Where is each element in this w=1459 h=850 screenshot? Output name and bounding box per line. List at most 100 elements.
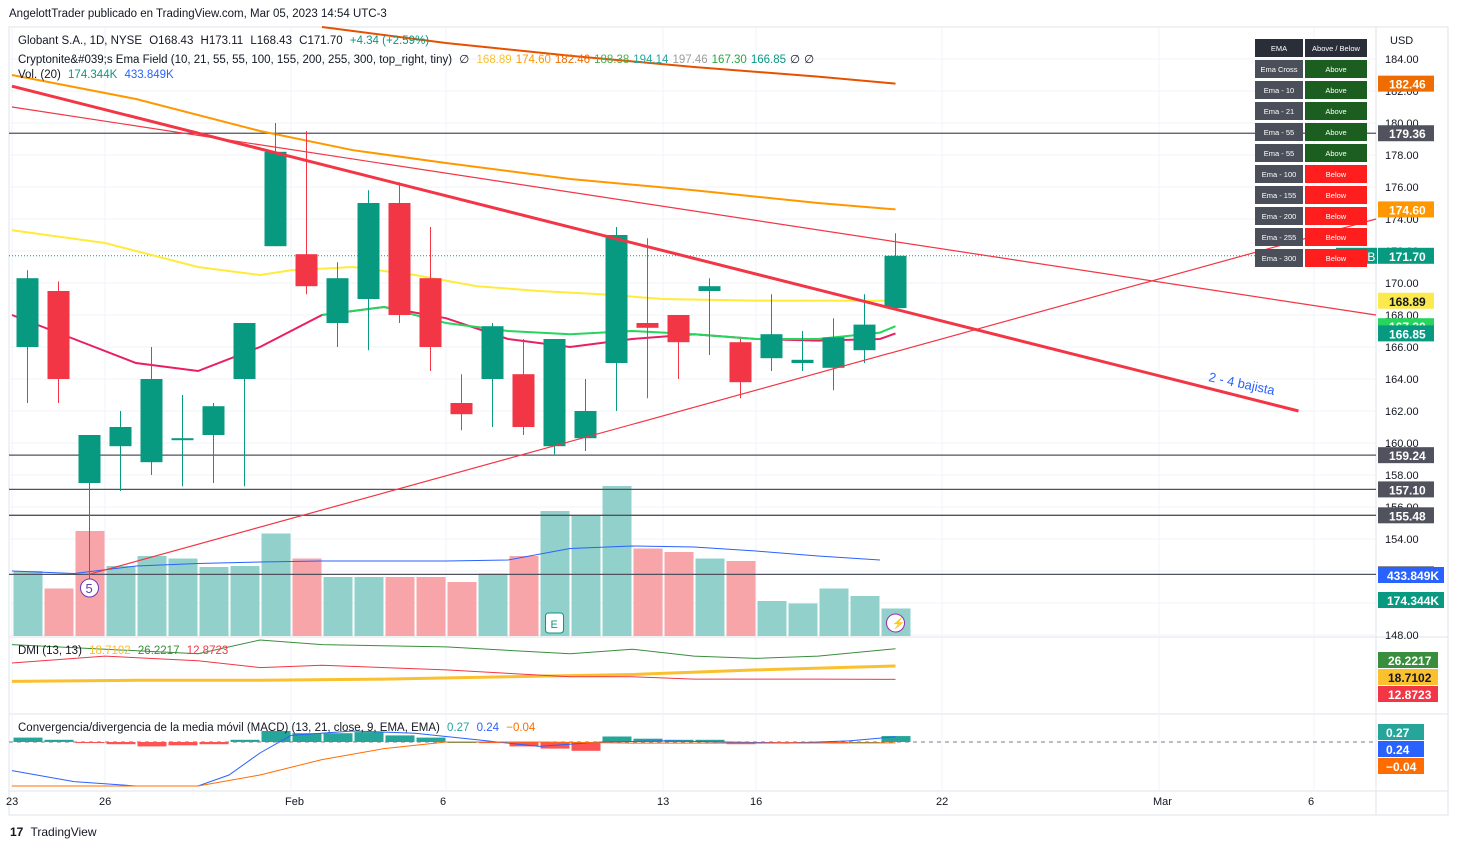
trendline-downtrend-thick bbox=[11, 84, 1299, 413]
price-tag-box bbox=[1378, 201, 1434, 218]
ema-table-row: Ema - 21 Above bbox=[1255, 102, 1367, 120]
macd-hist-bar bbox=[292, 733, 322, 742]
candle-body bbox=[481, 326, 504, 379]
ema-table-row: Ema - 100 Below bbox=[1255, 165, 1367, 183]
volume-bar bbox=[509, 556, 539, 636]
price-tag-label: 166.85 bbox=[1389, 327, 1426, 341]
candle-body bbox=[326, 278, 349, 323]
volume-bar bbox=[292, 558, 322, 636]
ema-table-row: Ema - 155 Below bbox=[1255, 186, 1367, 204]
ema-table-row: Ema - 55 Above bbox=[1255, 123, 1367, 141]
price-tick-label: 178.00 bbox=[1385, 150, 1419, 162]
chart-frame bbox=[8, 26, 1449, 816]
price-tick-label: 162.00 bbox=[1385, 406, 1419, 418]
ema-table-status: Above bbox=[1305, 144, 1367, 162]
footer[interactable]: 17 TradingView bbox=[10, 825, 97, 839]
volume-bar bbox=[664, 552, 694, 636]
ema-table-status: Below bbox=[1305, 186, 1367, 204]
time-tick-label: 23 bbox=[6, 796, 18, 808]
macd-hist-bar bbox=[44, 739, 74, 742]
dmi-tag-label: 18.7102 bbox=[1388, 671, 1432, 685]
macd-hist-bar bbox=[509, 742, 539, 747]
volume-bar bbox=[230, 566, 260, 636]
ema-table-name: Ema - 300 bbox=[1255, 249, 1303, 267]
price-tick-label: 160.00 bbox=[1385, 438, 1419, 450]
wave-marker-label: 5 bbox=[86, 581, 93, 596]
macd-label: Convergencia/divergencia de la media móv… bbox=[18, 722, 440, 734]
volume-tag-label: 174.344K bbox=[1387, 594, 1439, 608]
candle-body bbox=[140, 379, 163, 463]
volume-bar bbox=[106, 566, 136, 636]
volume-bar bbox=[199, 567, 229, 636]
macd-hist-bar bbox=[230, 739, 260, 742]
candle-body bbox=[264, 151, 287, 247]
dmi-adx-value: 18.7102 bbox=[89, 645, 131, 657]
macd-hist-bar bbox=[323, 733, 353, 742]
ema-value: ∅ bbox=[804, 54, 815, 66]
price-tick-label: 164.00 bbox=[1385, 374, 1419, 386]
price-tag-box bbox=[1378, 75, 1434, 92]
macd-hist-bar bbox=[571, 742, 601, 751]
macd-tag-box bbox=[1378, 741, 1424, 757]
macd-line-value: 0.24 bbox=[476, 722, 500, 734]
ema-field-label: Cryptonite&#039;s Ema Field (10, 21, 55,… bbox=[18, 54, 453, 66]
ema-table-name: Ema - 255 bbox=[1255, 228, 1303, 246]
macd-line bbox=[11, 730, 896, 787]
price-tag-label: 182.46 bbox=[1389, 78, 1426, 92]
price-tag-label: 159.24 bbox=[1389, 449, 1426, 463]
price-tick-label: 176.00 bbox=[1385, 182, 1419, 194]
volume-bar bbox=[168, 558, 198, 636]
ema-value: 166.85 bbox=[750, 54, 787, 66]
price-tag-box bbox=[1378, 125, 1434, 142]
macd-hist-bar bbox=[168, 742, 198, 746]
volume-bar bbox=[757, 601, 787, 636]
dmi-minus-line bbox=[11, 655, 896, 680]
dmi-legend[interactable]: DMI (13, 13) 18.7102 26.2217 12.8723 bbox=[18, 645, 232, 657]
candle-body bbox=[760, 334, 783, 359]
close-value: C171.70 bbox=[299, 35, 343, 47]
ema-table-name: Ema - 155 bbox=[1255, 186, 1303, 204]
volume-tag-box bbox=[1378, 567, 1444, 583]
ema-table-status: Above bbox=[1305, 60, 1367, 78]
candle-body bbox=[357, 203, 380, 299]
price-tick-label: 184.00 bbox=[1385, 54, 1419, 66]
candle-body bbox=[574, 411, 597, 439]
ema-table-row: Ema - 10 Above bbox=[1255, 81, 1367, 99]
volume-value: 174.344K bbox=[68, 69, 118, 81]
price-tag-box bbox=[1378, 481, 1434, 498]
ema-table-name: Ema - 55 bbox=[1255, 123, 1303, 141]
volume-bar bbox=[850, 596, 880, 636]
ema-table-name: Ema - 100 bbox=[1255, 165, 1303, 183]
volume-label: Vol. (20) bbox=[18, 69, 61, 81]
dmi-plus-value: 26.2217 bbox=[137, 645, 180, 657]
dmi-plus-line bbox=[11, 639, 896, 659]
lightning-glyph: ⚡ bbox=[892, 617, 906, 630]
price-tag-label: 171.70 bbox=[1389, 250, 1426, 264]
trendline-downtrend-thin bbox=[11, 106, 1377, 316]
volume-legend[interactable]: Vol. (20) 174.344K 433.849K bbox=[18, 69, 178, 81]
candle-body bbox=[853, 324, 876, 351]
volume-bar bbox=[726, 561, 756, 636]
volume-bar bbox=[788, 603, 818, 636]
dmi-tag-box bbox=[1378, 686, 1438, 702]
candle-body bbox=[822, 337, 845, 368]
earnings-icon bbox=[545, 612, 564, 634]
volume-bar bbox=[695, 558, 725, 636]
ema-value: 194.14 bbox=[633, 54, 669, 66]
high-value: H173.11 bbox=[200, 35, 244, 47]
ema-value: 197.46 bbox=[672, 54, 708, 66]
ema-table-row: Ema - 200 Below bbox=[1255, 207, 1367, 225]
macd-legend[interactable]: Convergencia/divergencia de la media móv… bbox=[18, 722, 539, 734]
price-tick-label: 170.00 bbox=[1385, 278, 1419, 290]
volume-bar bbox=[478, 573, 508, 636]
candle-body bbox=[295, 254, 318, 287]
price-tag-label: 157.10 bbox=[1389, 483, 1426, 497]
ema-field-legend[interactable]: Cryptonite&#039;s Ema Field (10, 21, 55,… bbox=[18, 52, 822, 66]
symbol-legend[interactable]: Globant S.A., 1D, NYSE O168.43 H173.11 L… bbox=[18, 35, 433, 47]
ema-table-header-left: EMA bbox=[1255, 39, 1303, 57]
earnings-label: E bbox=[551, 619, 558, 631]
candle-body bbox=[729, 342, 752, 383]
volume-ma-value: 433.849K bbox=[124, 69, 174, 81]
time-tick-label: 26 bbox=[99, 796, 111, 808]
